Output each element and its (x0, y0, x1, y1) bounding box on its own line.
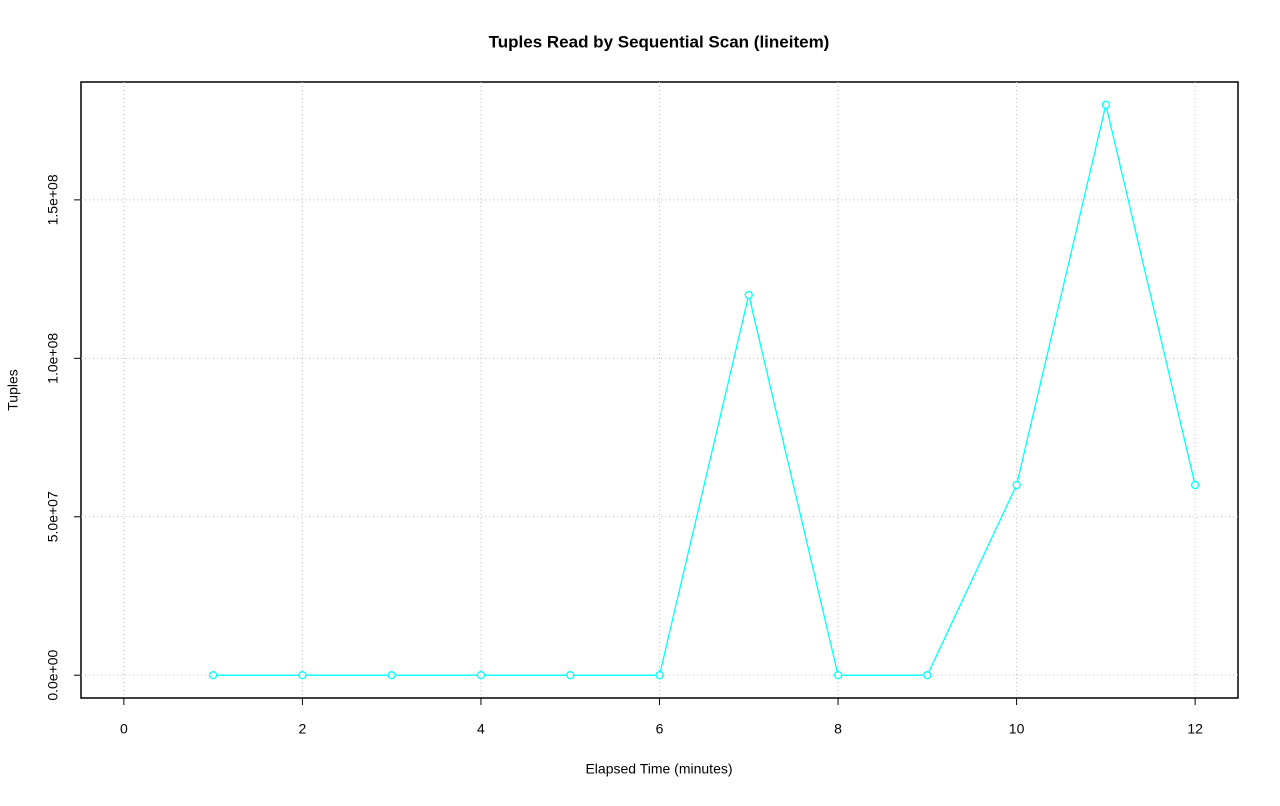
data-point (923, 671, 932, 680)
data-point (208, 671, 218, 680)
data-point (298, 671, 307, 680)
x-tick-label: 0 (120, 721, 128, 737)
data-point (566, 671, 575, 680)
data-point (1012, 480, 1021, 490)
data-point (476, 671, 486, 680)
data-point (1101, 100, 1111, 109)
x-tick-label: 12 (1187, 721, 1203, 737)
data-point (387, 671, 396, 680)
x-axis-label: Elapsed Time (minutes) (585, 761, 732, 777)
y-tick-label: 1.5e+08 (45, 174, 61, 225)
y-tick-label: 1.0e+08 (45, 333, 61, 384)
x-tick-label: 6 (656, 721, 664, 737)
x-tick-label: 8 (834, 721, 842, 737)
y-axis-label: Tuples (5, 369, 21, 411)
x-tick-label: 4 (477, 721, 485, 737)
x-tick-label: 10 (1009, 721, 1025, 737)
data-point (744, 290, 753, 300)
y-tick-label: 0.0e+00 (45, 649, 61, 700)
series-line (213, 104, 1196, 676)
data-point (1190, 480, 1200, 490)
data-point (655, 671, 664, 680)
y-tick-label: 5.0e+07 (45, 491, 61, 542)
chart-title: Tuples Read by Sequential Scan (lineitem… (489, 32, 830, 51)
data-point (833, 671, 843, 680)
x-tick-label: 2 (299, 721, 307, 737)
